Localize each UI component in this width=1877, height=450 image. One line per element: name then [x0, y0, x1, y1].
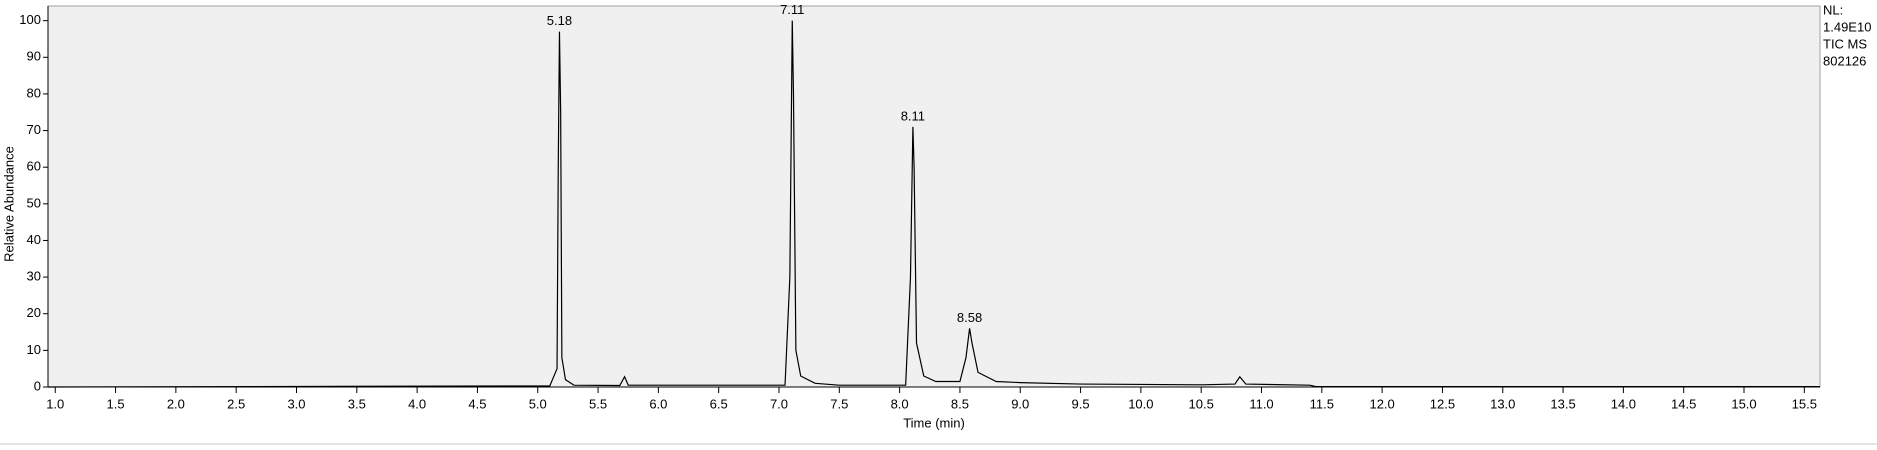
- x-tick-label: 9.5: [1072, 396, 1090, 411]
- x-tick-label: 13.0: [1490, 396, 1515, 411]
- peak-label: 5.18: [547, 13, 572, 28]
- x-tick-label: 5.5: [589, 396, 607, 411]
- x-tick-label: 15.0: [1731, 396, 1756, 411]
- x-tick-label: 14.5: [1671, 396, 1696, 411]
- x-tick-label: 4.5: [468, 396, 486, 411]
- y-tick-label: 90: [27, 49, 41, 64]
- y-tick-label: 100: [19, 12, 41, 27]
- y-tick-label: 30: [27, 269, 41, 284]
- chromatogram-trace: [47, 20, 1820, 388]
- info-text: NL:: [1823, 2, 1843, 17]
- y-tick-label: 20: [27, 305, 41, 320]
- x-tick-label: 3.0: [287, 396, 305, 411]
- x-tick-label: 6.5: [710, 396, 728, 411]
- y-axis-label: Relative Abundance: [1, 146, 16, 262]
- x-tick-label: 4.0: [408, 396, 426, 411]
- y-tick-label: 80: [27, 85, 41, 100]
- y-tick-label: 70: [27, 122, 41, 137]
- info-text: TIC MS: [1823, 36, 1867, 51]
- x-tick-label: 5.0: [529, 396, 547, 411]
- y-tick-label: 60: [27, 159, 41, 174]
- y-tick-label: 40: [27, 232, 41, 247]
- x-tick-label: 10.5: [1189, 396, 1214, 411]
- y-tick-label: 50: [27, 195, 41, 210]
- x-tick-label: 14.0: [1611, 396, 1636, 411]
- x-tick-label: 3.5: [348, 396, 366, 411]
- y-tick-label: 10: [27, 342, 41, 357]
- x-tick-label: 8.5: [951, 396, 969, 411]
- x-tick-label: 10.0: [1128, 396, 1153, 411]
- x-tick-label: 12.0: [1369, 396, 1394, 411]
- x-tick-label: 11.0: [1249, 396, 1273, 411]
- plot-area: [47, 5, 1821, 388]
- peak-label: 8.58: [957, 310, 982, 325]
- info-text: 1.49E10: [1823, 19, 1871, 34]
- x-tick-label: 13.5: [1550, 396, 1575, 411]
- peak-label: 8.11: [901, 108, 925, 123]
- x-tick-label: 1.0: [46, 396, 64, 411]
- x-tick-label: 2.5: [227, 396, 245, 411]
- x-tick-label: 6.0: [649, 396, 667, 411]
- x-tick-label: 1.5: [107, 396, 125, 411]
- x-tick-label: 2.0: [167, 396, 185, 411]
- x-tick-label: 7.5: [830, 396, 848, 411]
- x-tick-label: 7.0: [770, 396, 788, 411]
- x-tick-label: 12.5: [1430, 396, 1455, 411]
- x-tick-label: 9.0: [1011, 396, 1029, 411]
- info-text: 802126: [1823, 53, 1866, 68]
- x-tick-label: 11.5: [1310, 396, 1334, 411]
- x-tick-label: 15.5: [1792, 396, 1817, 411]
- peak-label: 7.11: [780, 2, 804, 17]
- y-tick-label: 0: [34, 378, 41, 393]
- x-tick-label: 8.0: [891, 396, 909, 411]
- x-axis-label: Time (min): [903, 415, 965, 430]
